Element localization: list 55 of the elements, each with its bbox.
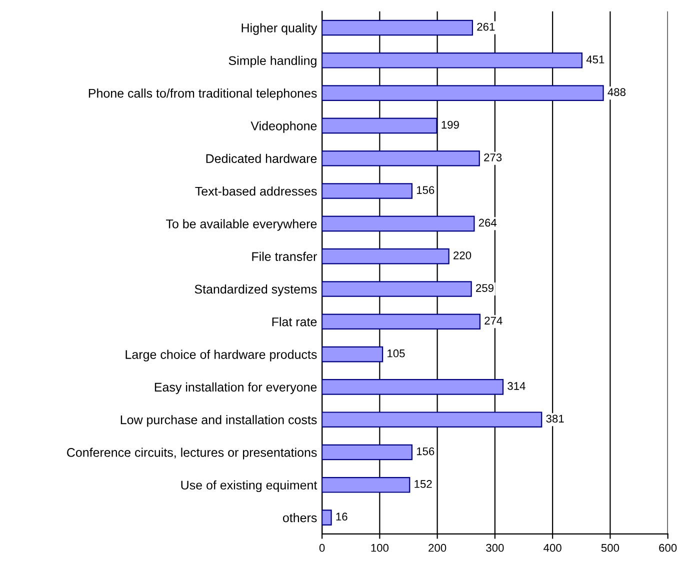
data-label: 264 bbox=[478, 218, 497, 227]
y-tick-label: Conference circuits, lectures or presentations bbox=[67, 448, 317, 460]
y-tick-label: To be available everywhere bbox=[166, 219, 317, 231]
data-label: 274 bbox=[484, 316, 502, 325]
data-label: 105 bbox=[388, 349, 405, 358]
bar bbox=[322, 52, 583, 68]
bar bbox=[322, 379, 504, 395]
x-tick-label: 500 bbox=[601, 544, 620, 552]
y-tick-label: Videophone bbox=[250, 121, 317, 133]
bar bbox=[322, 216, 475, 232]
x-tick-label: 100 bbox=[371, 544, 389, 552]
y-tick-label: Use of existing equiment bbox=[181, 480, 318, 492]
bar bbox=[322, 20, 474, 36]
bar bbox=[322, 85, 604, 101]
bar bbox=[322, 314, 481, 330]
y-tick-label: Dedicated hardware bbox=[206, 154, 317, 164]
x-tick-label: 600 bbox=[659, 544, 677, 552]
y-tick-label: Higher quality bbox=[242, 23, 318, 35]
data-label: 314 bbox=[508, 382, 526, 390]
x-tick-label: 400 bbox=[544, 544, 562, 552]
data-label: 451 bbox=[586, 56, 604, 64]
y-tick-label: Simple handling bbox=[228, 56, 316, 68]
data-label: 273 bbox=[484, 153, 502, 162]
data-label: 261 bbox=[477, 22, 495, 31]
y-tick-label: Easy installation for everyone bbox=[154, 382, 317, 394]
y-tick-label: Text-based addresses bbox=[195, 186, 317, 196]
data-label: 259 bbox=[476, 284, 494, 292]
bar bbox=[322, 510, 332, 526]
bar bbox=[322, 444, 413, 460]
bar bbox=[322, 248, 450, 264]
bar bbox=[322, 477, 410, 493]
y-tick-label: Large choice of hardware products bbox=[126, 350, 317, 362]
y-tick-label: File transfer bbox=[252, 252, 317, 261]
x-tick-label: 300 bbox=[486, 544, 504, 552]
data-label: 156 bbox=[416, 186, 434, 194]
data-label: 381 bbox=[546, 414, 564, 423]
data-label: 156 bbox=[416, 447, 434, 456]
bar bbox=[322, 118, 438, 134]
data-label: 152 bbox=[414, 480, 432, 488]
data-label: 199 bbox=[442, 120, 459, 129]
x-tick-label: 200 bbox=[428, 544, 446, 552]
y-tick-label: others bbox=[282, 513, 317, 522]
data-label: 16 bbox=[336, 512, 348, 521]
y-tick-label: Standardized systems bbox=[194, 284, 317, 296]
bar bbox=[322, 346, 384, 362]
bar bbox=[322, 412, 542, 428]
y-tick-label: Low purchase and installation costs bbox=[120, 415, 317, 427]
bar bbox=[322, 281, 472, 297]
bar bbox=[322, 183, 413, 199]
y-tick-label: Flat rate bbox=[272, 317, 317, 326]
y-tick-label: Phone calls to/from traditional telephones bbox=[88, 88, 317, 100]
data-label: 488 bbox=[608, 88, 626, 96]
x-tick-label: 0 bbox=[319, 544, 325, 552]
bar bbox=[322, 150, 480, 166]
data-label: 220 bbox=[454, 251, 472, 260]
